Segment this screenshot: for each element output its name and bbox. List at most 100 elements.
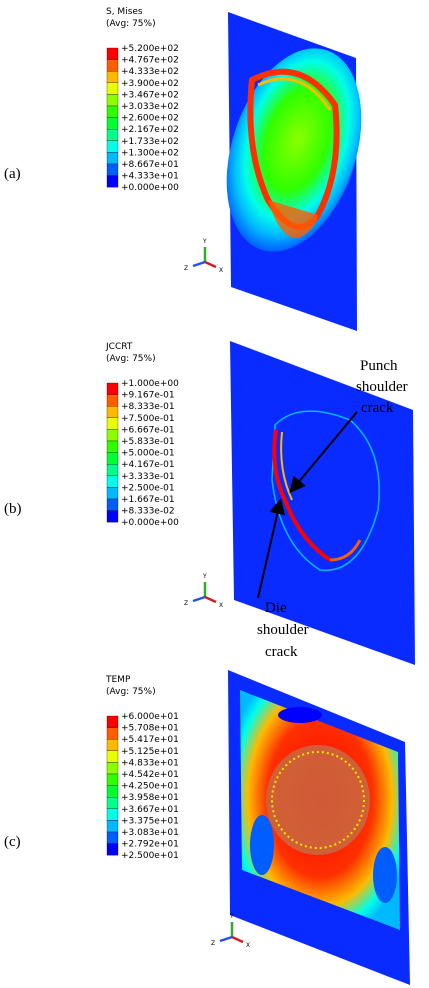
legend-band bbox=[106, 715, 119, 728]
legend-value: +1.733e+02 bbox=[121, 137, 179, 147]
axis-label: Y bbox=[229, 913, 234, 920]
legend-band bbox=[106, 452, 119, 465]
legend-value: +0.000e+00 bbox=[121, 183, 179, 193]
legend-band bbox=[106, 163, 119, 176]
legend-value: +3.900e+02 bbox=[121, 79, 179, 89]
legend-value: +8.333e-02 bbox=[121, 507, 175, 517]
legend-value: +4.167e-01 bbox=[121, 460, 175, 470]
axis-label: X bbox=[219, 267, 223, 274]
legend-band bbox=[106, 152, 119, 165]
legend-value: +5.000e-01 bbox=[121, 449, 175, 459]
legend-band bbox=[106, 82, 119, 95]
legend-band bbox=[106, 773, 119, 786]
legend-value: +4.542e+01 bbox=[121, 770, 179, 780]
legend-band bbox=[106, 727, 119, 740]
legend-value: +4.333e+01 bbox=[121, 172, 179, 182]
legend-value: +3.375e+01 bbox=[121, 816, 179, 826]
legend-band bbox=[106, 394, 119, 407]
legend-title: (Avg: 75%) bbox=[106, 354, 156, 364]
legend-title: (Avg: 75%) bbox=[106, 19, 156, 29]
legend-value: +2.167e+02 bbox=[121, 125, 179, 135]
legend-value: +5.708e+01 bbox=[121, 724, 179, 734]
legend-band bbox=[106, 510, 119, 523]
annotation: Die bbox=[265, 600, 287, 616]
legend-value: +0.000e+00 bbox=[121, 518, 179, 528]
legend-title: TEMP bbox=[105, 675, 131, 685]
legend-value: +5.125e+01 bbox=[121, 747, 179, 757]
plate-c bbox=[228, 670, 410, 985]
legend-band bbox=[106, 487, 119, 500]
annotation: shoulder bbox=[257, 622, 309, 638]
axis-z bbox=[192, 595, 206, 603]
legend-band bbox=[106, 140, 119, 153]
legend-value: +1.667e-01 bbox=[121, 495, 175, 505]
legend-value: +1.000e+00 bbox=[121, 379, 179, 389]
axis-x bbox=[204, 260, 217, 269]
legend-band bbox=[106, 750, 119, 763]
legend-value: +5.417e+01 bbox=[121, 735, 179, 745]
arrow bbox=[257, 498, 286, 599]
legend-value: +3.083e+01 bbox=[121, 828, 179, 838]
legend-value: +3.667e+01 bbox=[121, 805, 179, 815]
legend-band bbox=[106, 47, 119, 60]
axis-x bbox=[231, 935, 244, 944]
legend-band bbox=[106, 417, 119, 430]
legend-value: +4.833e+01 bbox=[121, 758, 179, 768]
legend-band bbox=[106, 820, 119, 833]
legend-value: +5.200e+02 bbox=[121, 44, 179, 54]
axis-label: Y bbox=[202, 573, 207, 580]
legend-band bbox=[106, 843, 119, 856]
legend-value: +1.300e+02 bbox=[121, 148, 179, 158]
legend-band bbox=[106, 382, 119, 395]
legend-band bbox=[106, 464, 119, 476]
legend-band bbox=[106, 94, 119, 107]
legend-value: +3.333e-01 bbox=[121, 472, 175, 482]
axis-label: X bbox=[219, 602, 223, 609]
legend-value: +2.600e+02 bbox=[121, 114, 179, 124]
legend-band bbox=[106, 129, 119, 141]
legend-band bbox=[106, 808, 119, 821]
legend-value: +3.958e+01 bbox=[121, 793, 179, 803]
axis-x bbox=[204, 595, 217, 604]
annotation: Punch bbox=[360, 358, 398, 374]
legend-band bbox=[106, 175, 119, 188]
legend-value: +2.792e+01 bbox=[121, 840, 179, 850]
legend-value: +4.333e+02 bbox=[121, 67, 179, 77]
legend-band bbox=[106, 440, 119, 453]
legend-band bbox=[106, 797, 119, 809]
legend-band bbox=[106, 475, 119, 488]
panel-label: (c) bbox=[4, 834, 21, 850]
legend-value: +5.833e-01 bbox=[121, 437, 175, 447]
axis-label: Z bbox=[211, 940, 215, 947]
plate-a bbox=[226, 12, 362, 331]
annotation: crack bbox=[265, 644, 298, 660]
legend-band bbox=[106, 831, 119, 844]
legend-band bbox=[106, 406, 119, 418]
axis-z bbox=[219, 935, 233, 943]
legend-value: +6.667e-01 bbox=[121, 425, 175, 435]
panel-label: (a) bbox=[4, 166, 21, 182]
legend-band bbox=[106, 429, 119, 442]
axis-z bbox=[192, 260, 206, 268]
legend-band bbox=[106, 117, 119, 130]
legend-band bbox=[106, 498, 119, 511]
arrow bbox=[289, 411, 358, 494]
legend-band bbox=[106, 71, 119, 83]
legend-band bbox=[106, 762, 119, 775]
axis-label: Y bbox=[202, 238, 207, 245]
axis-label: Z bbox=[184, 600, 188, 607]
legend-title: S, Mises bbox=[106, 7, 143, 17]
panel-label: (b) bbox=[4, 501, 22, 517]
legend-value: +4.250e+01 bbox=[121, 782, 179, 792]
legend-band bbox=[106, 785, 119, 798]
legend-band bbox=[106, 739, 119, 751]
legend-value: +7.500e-01 bbox=[121, 414, 175, 424]
legend-value: +9.167e-01 bbox=[121, 391, 175, 401]
axis-label: X bbox=[246, 942, 250, 949]
legend-value: +6.000e+01 bbox=[121, 712, 179, 722]
annotation: crack bbox=[361, 400, 394, 416]
axis-label: Z bbox=[184, 265, 188, 272]
legend-value: +8.333e-01 bbox=[121, 402, 175, 412]
legend-value: +4.767e+02 bbox=[121, 56, 179, 66]
